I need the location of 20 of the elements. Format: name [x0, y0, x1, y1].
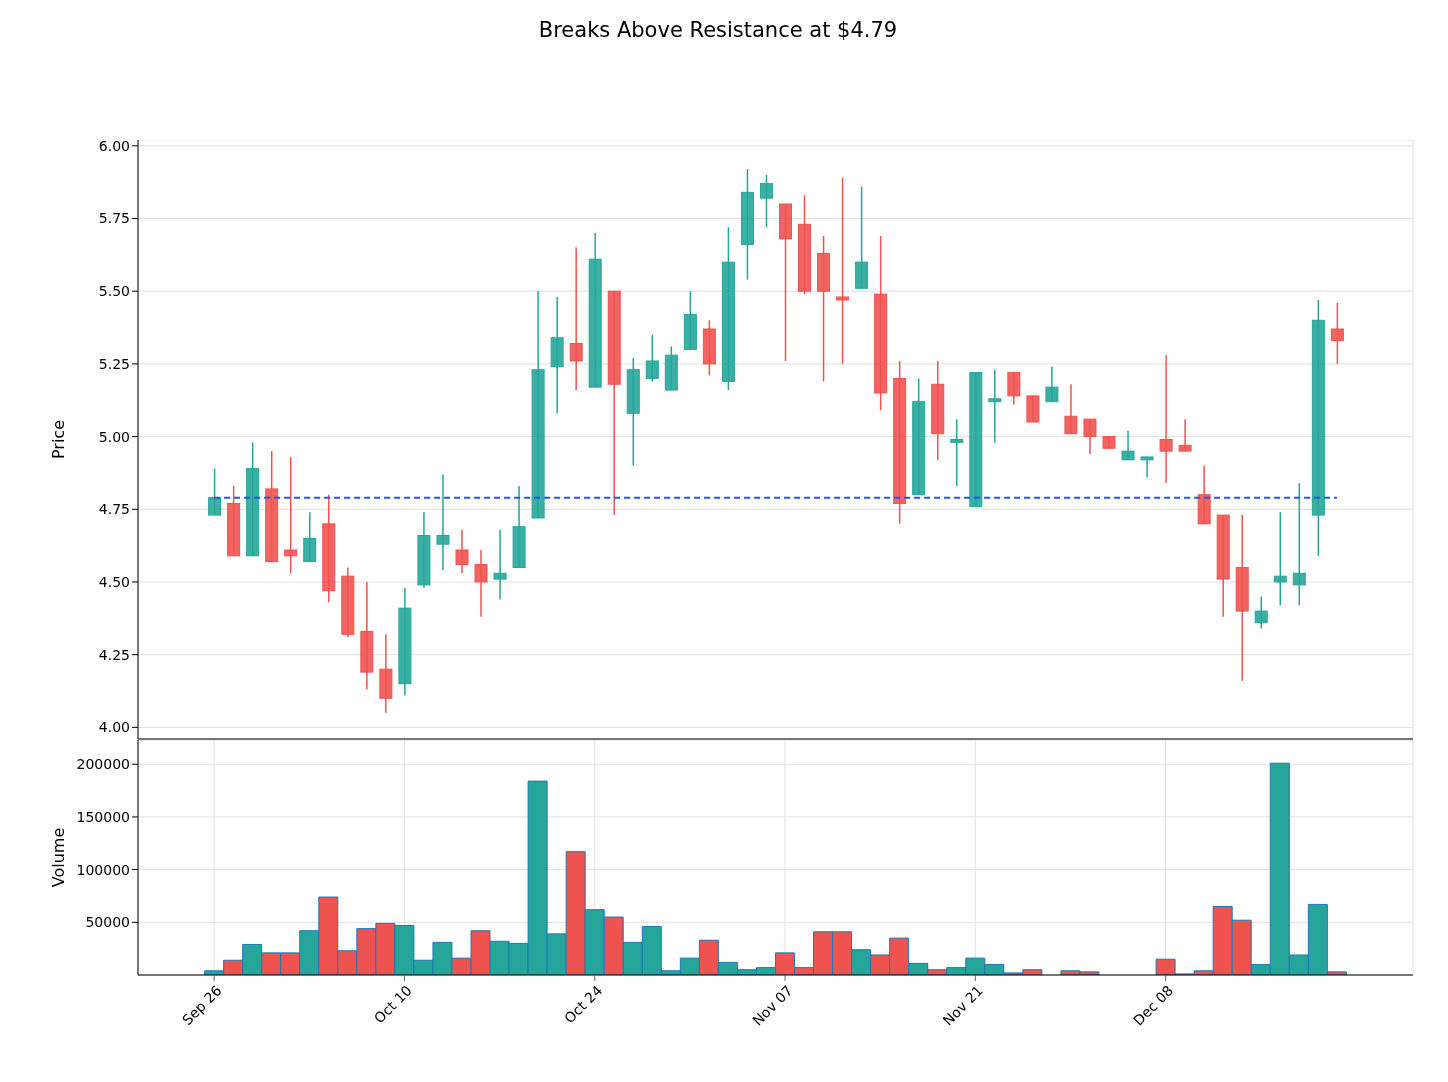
x-tick-label: Oct 10 [370, 982, 416, 1027]
chart-title: Breaks Above Resistance at $4.79 [538, 18, 898, 42]
y-tick-label: 5.75 [98, 210, 130, 227]
y-tick-label: 6.00 [98, 137, 130, 154]
y-tick-label: 50000 [85, 914, 130, 931]
y-tick-label: 5.00 [98, 428, 130, 445]
y-tick-label: 4.25 [98, 646, 130, 663]
y-tick-label: 100000 [76, 861, 130, 878]
y-tick-label: 4.00 [98, 719, 130, 736]
y-tick-label: 5.25 [98, 355, 130, 372]
x-tick-label: Dec 08 [1130, 982, 1177, 1029]
y-tick-label: 4.75 [98, 501, 130, 518]
x-tick-label: Sep 26 [179, 982, 225, 1029]
x-tick-label: Oct 24 [561, 982, 606, 1027]
y-tick-label: 4.50 [98, 573, 130, 590]
y-tick-label: 150000 [76, 808, 130, 825]
y-tick-label: 200000 [76, 756, 130, 773]
y-axis-title: Volume [48, 827, 68, 888]
y-tick-label: 5.50 [98, 283, 130, 300]
y-axis-title: Price [48, 419, 68, 460]
